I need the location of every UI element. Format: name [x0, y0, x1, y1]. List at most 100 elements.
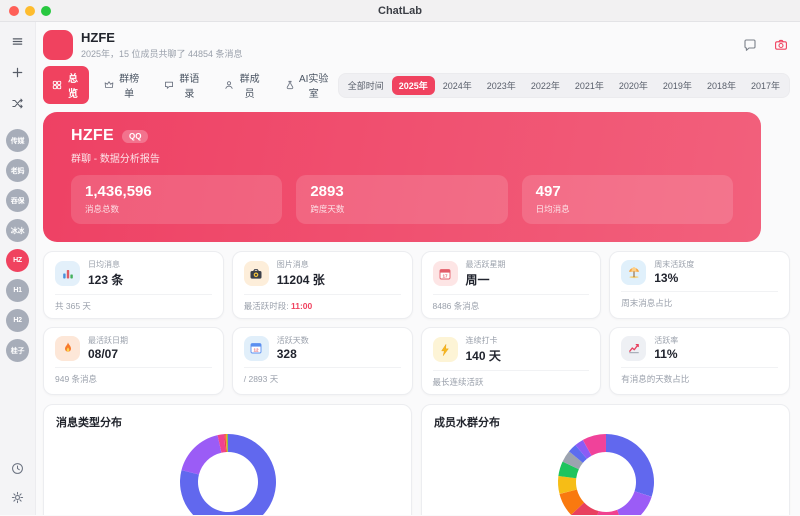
ai-lab-icon	[285, 80, 295, 90]
stat-card-footer: / 2893 天	[243, 367, 401, 385]
sidebar-group-avatar[interactable]: 冰冰	[6, 219, 29, 242]
bar-chart-icon	[55, 261, 80, 286]
donut-segment[interactable]	[226, 434, 228, 453]
donut-segment[interactable]	[179, 434, 276, 515]
hero-card: HZFE QQ 群聊 - 数据分析报告 1,436,596 消息总数 2893 跨度天…	[43, 112, 761, 242]
charts-row: 消息类型分布文字图片表情未知视频文件语音成员水群分布资本家 佬玛键盘🍔夜喵你动森…	[43, 404, 790, 515]
year-chip[interactable]: 2024年	[436, 76, 479, 95]
sidebar-group-list: 传媒老妈吞保冰冰 HZ H1 H2 桂子	[6, 129, 29, 362]
camera-icon	[774, 38, 788, 52]
stat-card-value: 123 条	[88, 273, 124, 287]
donut-segment[interactable]	[568, 445, 587, 463]
stat-card-footer: 最长连续活跃	[432, 370, 590, 388]
donut-segment[interactable]	[616, 491, 652, 515]
donut-segment[interactable]	[225, 434, 228, 453]
donut-segment[interactable]	[557, 461, 579, 479]
zoom-button[interactable]	[41, 5, 51, 16]
sidebar-top-icons	[8, 32, 27, 113]
hero-title: HZFE	[71, 127, 114, 144]
year-chip[interactable]: 2021年	[568, 76, 611, 95]
year-chip[interactable]: 2025年	[391, 75, 435, 95]
donut-segment[interactable]	[223, 434, 226, 453]
comment-icon	[743, 38, 757, 52]
lightning-icon	[432, 337, 458, 362]
tab-quotes[interactable]: 群语录	[155, 66, 209, 104]
stat-card: 12 活跃天数 328 / 2893 天	[231, 327, 413, 395]
donut-segment[interactable]	[562, 451, 583, 470]
add-icon	[11, 66, 24, 79]
comment-button[interactable]	[741, 36, 759, 54]
header-nav: 总览 群榜单 群语录 群成员 AI实验室 全部时间 2025年 2024年 2023年 2022…	[43, 66, 790, 104]
tab-label: AI实验室	[298, 74, 329, 100]
clock-button[interactable]	[8, 459, 27, 478]
tab-overview[interactable]: 总览	[43, 66, 89, 104]
tab-ai-lab[interactable]: AI实验室	[276, 66, 338, 104]
sidebar-group-avatar[interactable]: 传媒	[6, 129, 29, 152]
stat-card-label: 连续打卡	[465, 336, 498, 345]
donut-segment[interactable]	[557, 476, 577, 494]
platform-badge: QQ	[121, 129, 149, 143]
year-chip[interactable]: 2020年	[612, 76, 655, 95]
stat-card-label: 最活跃星期	[465, 260, 506, 269]
tab-label: 群语录	[179, 74, 200, 100]
calendar-blue-icon: 12	[243, 335, 269, 361]
stat-card-value: 11204 张	[276, 273, 325, 287]
camera-button[interactable]	[772, 36, 790, 54]
minimize-button[interactable]	[25, 5, 35, 16]
donut-segment[interactable]	[570, 502, 599, 515]
year-chip[interactable]: 全部时间	[341, 76, 391, 95]
stat-card-value: 13%	[654, 271, 679, 285]
stat-card-footer: 949 条消息	[55, 367, 212, 385]
menu-button[interactable]	[8, 32, 27, 51]
sidebar-group-avatar[interactable]: HZ	[6, 249, 29, 272]
year-chip[interactable]: 2019年	[656, 76, 699, 95]
stat-card-value: 140 天	[465, 349, 501, 363]
chart-title: 成员水群分布	[434, 417, 500, 429]
donut-segment[interactable]	[559, 489, 584, 515]
gear-icon	[11, 491, 24, 504]
sidebar-group-avatar[interactable]: H2	[6, 309, 29, 332]
donut-segment[interactable]	[225, 434, 227, 453]
sidebar-group-avatar[interactable]: 吞保	[6, 189, 29, 212]
tab-members[interactable]: 群成员	[215, 66, 269, 104]
stat-card-footer: 8486 条消息	[432, 294, 590, 312]
overview-icon	[52, 80, 62, 90]
shuffle-button[interactable]	[8, 94, 27, 113]
year-filter: 全部时间 2025年 2024年 2023年 2022年 2021年 2020年 2019年 2…	[337, 72, 790, 98]
tab-label: 群成员	[239, 74, 260, 100]
add-button[interactable]	[8, 63, 27, 82]
stat-card-footer: 最活跃时段: 11:00	[243, 294, 401, 312]
camera-photo-icon	[243, 261, 269, 286]
close-button[interactable]	[9, 5, 19, 16]
year-chip[interactable]: 2017年	[744, 76, 787, 95]
year-chip[interactable]: 2023年	[480, 76, 523, 95]
stat-card-footer: 有消息的天数占比	[621, 367, 778, 385]
donut-segment[interactable]	[217, 434, 226, 453]
chart-card: 消息类型分布文字图片表情未知视频文件语音	[43, 404, 412, 515]
sidebar-group-avatar[interactable]: 桂子	[6, 339, 29, 362]
hero-stat-label: 日均消息	[535, 204, 570, 214]
year-chip[interactable]: 2018年	[700, 76, 743, 95]
hero-stat-label: 消息总数	[85, 204, 120, 214]
donut-segment[interactable]	[181, 435, 221, 475]
stats-grid: 日均消息 123 条共 365 天图片消息 11204 张最活跃时段: 11:00 1…	[43, 251, 790, 395]
chart-title: 消息类型分布	[56, 417, 122, 429]
sidebar-group-avatar[interactable]: 老妈	[6, 159, 29, 182]
traffic-lights	[9, 5, 51, 16]
tab-ranking[interactable]: 群榜单	[95, 66, 149, 104]
header-actions	[741, 36, 790, 54]
donut-segment[interactable]	[605, 434, 654, 497]
donut-segment[interactable]	[594, 509, 624, 515]
stat-card-value: 周一	[465, 273, 490, 287]
stat-card: 日均消息 123 条共 365 天	[43, 251, 224, 319]
hero-stat: 2893 跨度天数	[296, 175, 508, 224]
stat-card-label: 活跃率	[654, 336, 679, 345]
sidebar-group-avatar[interactable]: H1	[6, 279, 29, 302]
donut-segment[interactable]	[574, 439, 592, 459]
stat-card-footer-accent: 11:00	[290, 301, 313, 311]
stat-card-footer: 共 365 天	[55, 294, 212, 312]
gear-button[interactable]	[8, 488, 27, 507]
hero-stat-label: 跨度天数	[310, 204, 345, 214]
donut-segment[interactable]	[582, 434, 606, 456]
year-chip[interactable]: 2022年	[524, 76, 567, 95]
